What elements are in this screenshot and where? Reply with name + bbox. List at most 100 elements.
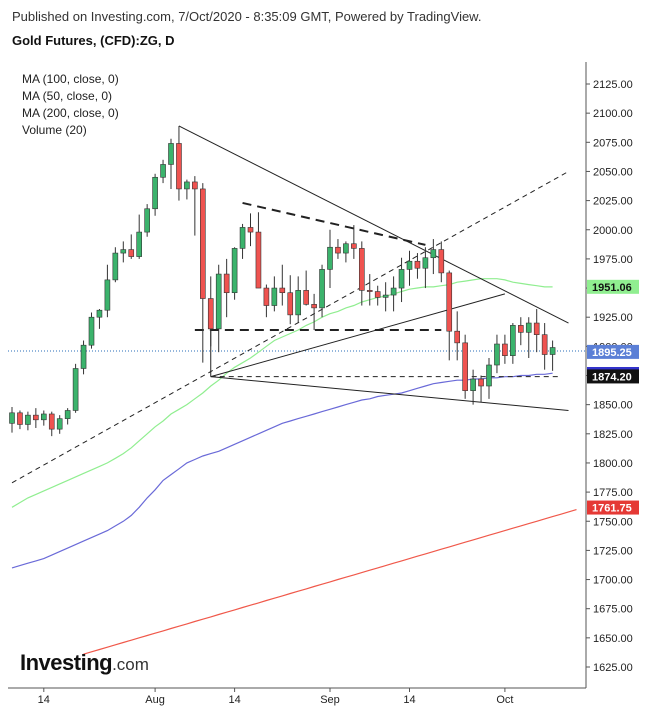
candle-body <box>184 181 190 190</box>
candle-body <box>192 181 198 190</box>
candle <box>215 264 222 353</box>
y-tick-label: 1925.00 <box>593 312 633 324</box>
candle-body <box>478 378 484 387</box>
candle-body <box>358 248 365 291</box>
moving-average-line <box>83 509 577 655</box>
candle-body <box>549 347 556 355</box>
candle <box>223 258 230 318</box>
candle <box>549 340 556 371</box>
candle <box>510 323 516 364</box>
price-tag-label: 1895.25 <box>592 347 632 359</box>
candle-body <box>486 364 492 387</box>
candle <box>358 241 365 306</box>
price-tag: 1895.25 <box>587 344 639 359</box>
candle <box>502 334 508 364</box>
candle <box>303 270 309 306</box>
candle <box>494 334 500 374</box>
candle <box>478 375 484 403</box>
candle-body <box>48 413 55 430</box>
candle-body <box>160 164 166 178</box>
candle-body <box>120 249 127 254</box>
candle-body <box>231 248 238 294</box>
candle-body <box>438 249 445 274</box>
y-tick-label: 2075.00 <box>593 137 633 149</box>
y-tick-label: 1775.00 <box>593 487 633 499</box>
candle-body <box>144 208 150 233</box>
candle-body <box>382 294 389 298</box>
candle <box>96 309 103 329</box>
candle <box>112 247 119 283</box>
x-tick-label: Sep <box>320 694 340 706</box>
candle-body <box>446 272 453 332</box>
candle-body <box>517 325 524 333</box>
candle <box>414 253 421 279</box>
candle-body <box>9 412 15 424</box>
candle-body <box>319 269 325 309</box>
candle <box>160 159 166 184</box>
candle <box>533 309 540 353</box>
candle <box>351 225 357 259</box>
candle-body <box>390 287 397 296</box>
candle-body <box>223 273 230 294</box>
candle-body <box>327 246 333 270</box>
candle <box>192 176 198 236</box>
candle-body <box>533 322 540 335</box>
pennant-top <box>242 201 426 246</box>
candle <box>311 293 317 331</box>
candle <box>25 411 31 431</box>
candle <box>541 323 548 370</box>
candle-body <box>128 249 135 257</box>
candle <box>40 410 47 426</box>
candle <box>470 369 476 405</box>
x-tick-label: Oct <box>496 694 513 706</box>
candle-body <box>96 309 103 318</box>
candle <box>48 411 55 437</box>
y-tick-label: 1975.00 <box>593 254 633 266</box>
candle-body <box>311 304 317 309</box>
y-tick-label: 2000.00 <box>593 225 633 237</box>
candle-body <box>279 287 286 294</box>
chart-title: Gold Futures, (CFD):ZG, D <box>12 33 175 48</box>
candle-body <box>72 368 79 411</box>
candle-body <box>104 279 111 311</box>
logo-brand: Investing <box>20 650 113 675</box>
candle-body <box>510 325 516 356</box>
price-tag: 1874.20 <box>587 369 639 384</box>
candle-body <box>406 260 413 270</box>
candle <box>295 276 302 324</box>
price-tag-label: 1874.20 <box>592 371 632 383</box>
lower-broadening-line <box>210 376 569 411</box>
price-tag-label: 1951.06 <box>592 282 632 294</box>
legend-ma50: MA (50, close, 0) <box>22 89 113 103</box>
candle-body <box>494 343 500 366</box>
candle-body <box>287 292 294 316</box>
moving-average-line <box>11 278 553 508</box>
price-tag: 1951.06 <box>587 279 639 294</box>
candle-body <box>168 143 174 165</box>
candle-body <box>422 257 429 269</box>
x-tick-label: 14 <box>403 694 415 706</box>
price-tag-bg <box>587 369 639 384</box>
candle-body <box>343 243 349 254</box>
candle-body <box>40 413 47 421</box>
candle-body <box>502 343 508 356</box>
candle <box>287 275 294 325</box>
candle-body <box>541 334 548 355</box>
x-tick-label: Aug <box>145 694 165 706</box>
price-tag-bg <box>587 344 639 359</box>
y-tick-label: 1625.00 <box>593 662 633 674</box>
candle <box>271 276 278 312</box>
candle <box>398 257 405 303</box>
candle-body <box>462 342 468 391</box>
candle-body <box>207 298 214 330</box>
published-line: Published on Investing.com, 7/Oct/2020 -… <box>12 9 482 24</box>
candle <box>438 241 445 283</box>
candle <box>168 138 174 189</box>
candle <box>80 340 87 375</box>
candle-body <box>17 412 23 425</box>
candle-body <box>335 246 341 254</box>
candle-body <box>56 418 63 430</box>
moving-average-line <box>11 372 553 569</box>
candle <box>152 173 158 216</box>
